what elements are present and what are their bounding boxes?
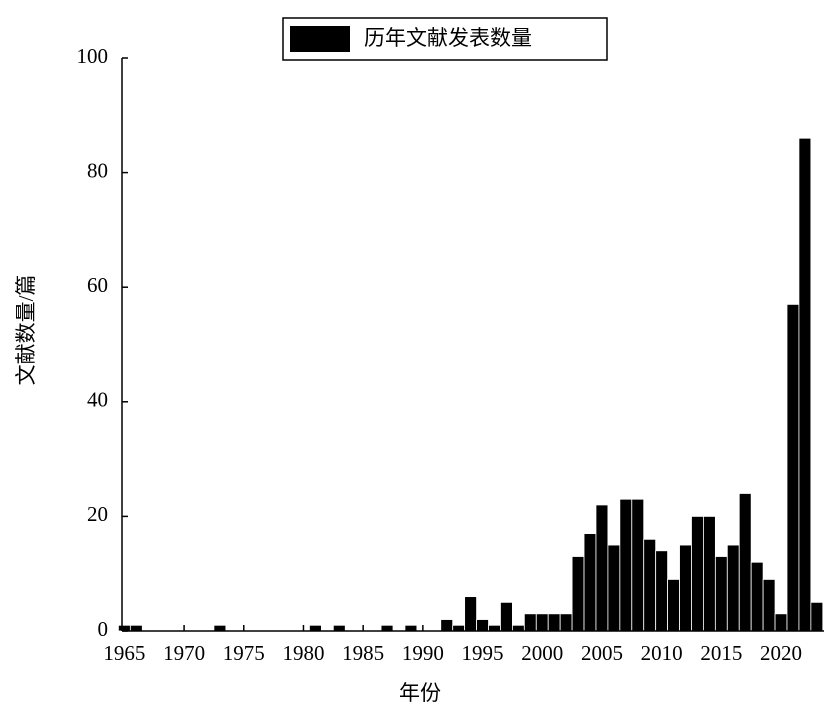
legend-swatch [290,26,350,52]
bar [655,550,669,632]
bar [440,619,454,632]
y-tick-label: 80 [87,158,108,182]
bar [500,601,513,632]
x-tick-label: 2015 [700,641,742,665]
bar [703,516,716,632]
bar [547,613,561,632]
y-tick-label: 60 [87,273,108,297]
y-tick-label: 100 [77,44,109,68]
bar [631,498,645,632]
bar [452,624,466,632]
bar [511,624,525,632]
bar [774,613,788,632]
x-tick-label: 2005 [581,641,623,665]
bar [380,624,394,632]
bar [404,624,418,632]
x-tick-label: 2020 [760,641,802,665]
bar [714,556,728,632]
bar [786,303,800,632]
bar [476,619,489,632]
x-tick-label: 1985 [342,641,384,665]
x-tick-label: 1970 [163,641,205,665]
bar [595,504,609,632]
bar [571,556,585,632]
bar [464,596,477,632]
bar [738,493,752,632]
bar [583,533,597,632]
x-tick-label: 1965 [103,641,145,665]
bar [667,579,680,632]
bar [762,579,776,632]
x-tick-label: 1990 [402,641,444,665]
bar [619,498,633,632]
x-tick-label: 2010 [641,641,683,665]
bar [726,544,740,632]
x-tick-label: 1980 [282,641,324,665]
bar [691,516,704,632]
bar [643,538,657,632]
bar [679,544,692,632]
x-tick-label: 1975 [223,641,265,665]
bar [488,624,501,632]
y-axis-label: 文献数量/篇 [14,275,38,386]
bar [810,601,824,632]
y-tick-label: 40 [87,388,108,412]
bar [523,613,537,632]
legend-label: 历年文献发表数量 [364,26,532,50]
bar [607,544,621,632]
bar [118,624,131,632]
x-tick-label: 2000 [521,641,563,665]
bar [559,613,573,632]
bar [798,137,812,632]
y-tick-label: 20 [87,502,108,526]
bar [332,624,346,632]
x-tick-label: 1995 [462,641,504,665]
y-tick-label: 0 [98,617,109,641]
bar [213,624,227,632]
bar [750,561,764,632]
bar [129,624,143,632]
bar [535,613,549,632]
bar [309,624,322,632]
x-axis-label: 年份 [399,681,441,705]
